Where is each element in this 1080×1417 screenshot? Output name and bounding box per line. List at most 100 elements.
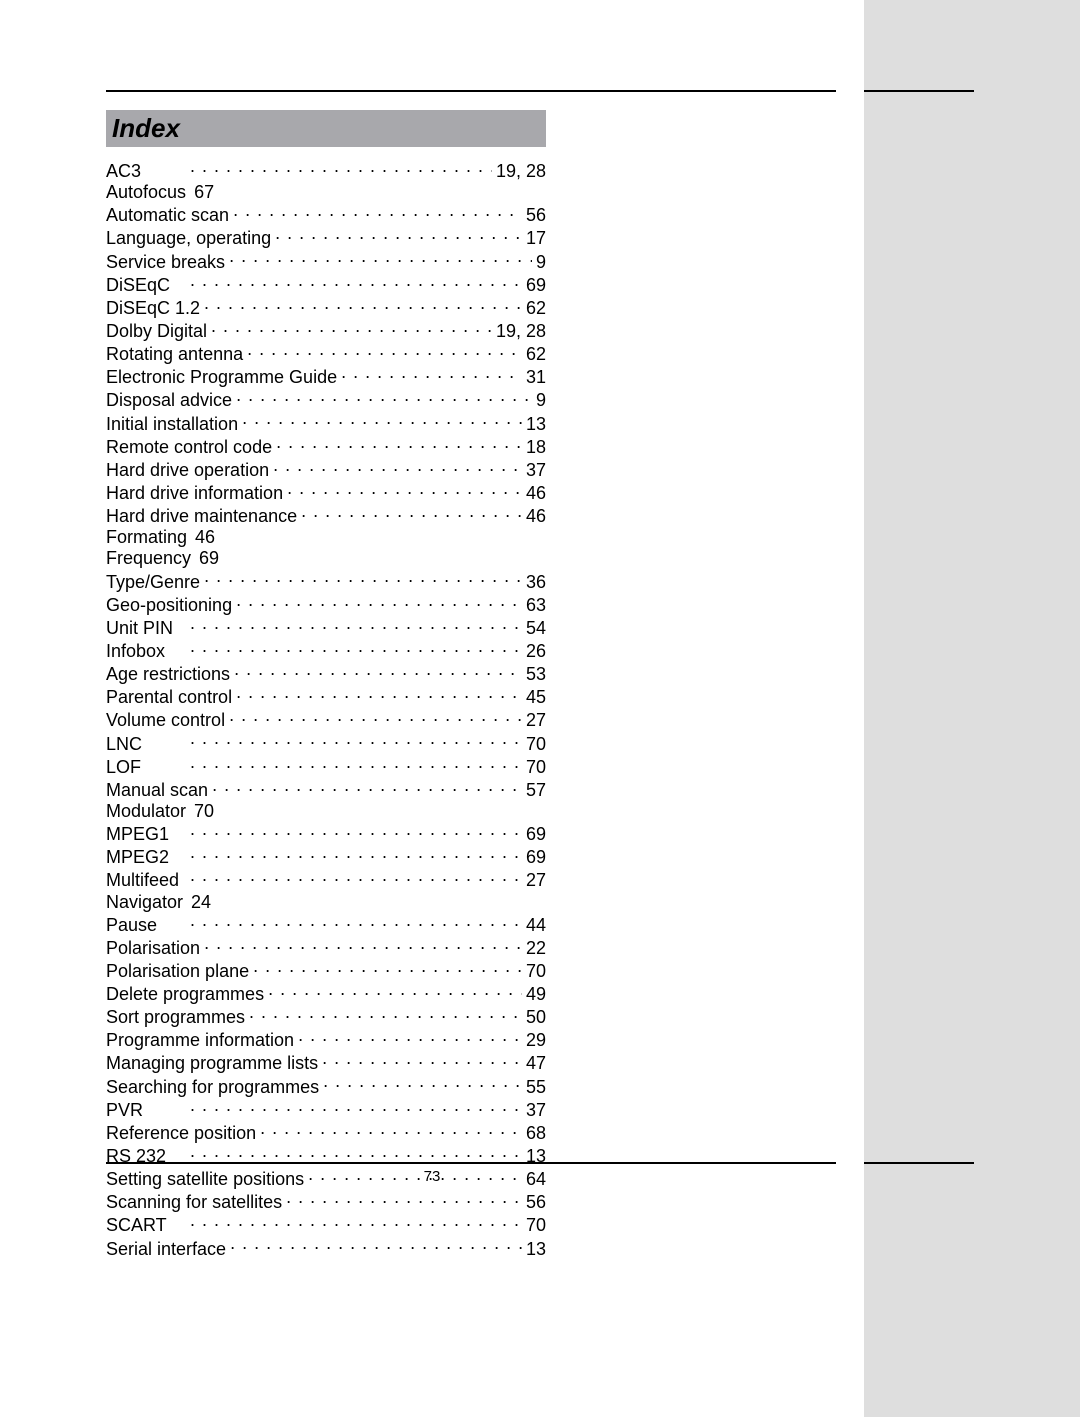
index-entry: Rotating antenna62 [106, 342, 546, 365]
index-term: Autofocus [106, 182, 186, 203]
page-number: 73 [0, 1168, 864, 1185]
index-entry: Dolby Digital19, 28 [106, 319, 546, 342]
index-entry: Programme information29 [106, 1028, 546, 1051]
index-entry: Hard drive information46 [106, 481, 546, 504]
right-sidebar [864, 0, 1080, 1417]
leader-dots [190, 1213, 522, 1231]
index-term: Polarisation [106, 938, 200, 959]
leader-dots [268, 982, 522, 1000]
index-entry: AC319, 28 [106, 159, 546, 182]
leader-dots [236, 685, 522, 703]
index-page: 19, 28 [496, 321, 546, 342]
index-term: MPEG2 [106, 847, 186, 868]
index-page: 49 [526, 984, 546, 1005]
index-entry: Infobox26 [106, 639, 546, 662]
index-entry: Frequency69 [106, 548, 546, 569]
index-page: 24 [191, 892, 211, 913]
leader-dots [211, 319, 492, 337]
index-entry: Delete programmes 49 [106, 982, 546, 1005]
index-entry: Parental control45 [106, 685, 546, 708]
index-entry: Remote control code18 [106, 435, 546, 458]
leader-dots [234, 662, 522, 680]
index-page: 62 [526, 298, 546, 319]
index-term: Serial interface [106, 1239, 226, 1260]
index-term: Automatic scan [106, 205, 229, 226]
index-term: Language, operating [106, 228, 271, 249]
index-term: Volume control [106, 710, 225, 731]
leader-dots [190, 1144, 522, 1162]
index-entry: Scanning for satellites56 [106, 1190, 546, 1213]
index-page: 53 [526, 664, 546, 685]
index-entry: SCART70 [106, 1213, 546, 1236]
index-entry: Serial interface 13 [106, 1237, 546, 1260]
leader-dots [247, 342, 522, 360]
index-entry: DiSEqC69 [106, 273, 546, 296]
index-title: Index [112, 113, 180, 143]
index-term: LOF [106, 757, 186, 778]
leader-dots [229, 250, 532, 268]
index-entry: LOF 70 [106, 755, 546, 778]
leader-dots [212, 778, 522, 796]
index-term: Modulator [106, 801, 186, 822]
index-page: 27 [526, 710, 546, 731]
index-list: AC319, 28Autofocus67Automatic scan56Lang… [106, 159, 546, 1260]
index-entry: Polarisation plane70 [106, 959, 546, 982]
index-entry: LNC70 [106, 732, 546, 755]
index-term: Service breaks [106, 252, 225, 273]
index-entry: Formating 46 [106, 527, 546, 548]
index-entry: MPEG169 [106, 822, 546, 845]
index-page: 46 [526, 506, 546, 527]
index-term: Delete programmes [106, 984, 264, 1005]
leader-dots [190, 732, 522, 750]
index-page: 45 [526, 687, 546, 708]
index-entry: Unit PIN54 [106, 616, 546, 639]
leader-dots [298, 1028, 522, 1046]
index-term: Polarisation plane [106, 961, 249, 982]
index-entry: Type/Genre36 [106, 570, 546, 593]
index-term: Manual scan [106, 780, 208, 801]
index-term: Hard drive operation [106, 460, 269, 481]
index-term: DiSEqC [106, 275, 186, 296]
leader-dots [236, 593, 522, 611]
index-entry: Disposal advice9 [106, 388, 546, 411]
index-term: Hard drive maintenance [106, 506, 297, 527]
index-term: Managing programme lists [106, 1053, 318, 1074]
index-page: 37 [526, 1100, 546, 1121]
index-term: Type/Genre [106, 572, 200, 593]
leader-dots [276, 435, 522, 453]
index-title-bar: Index [106, 110, 546, 147]
index-term: RS 232 [106, 1146, 186, 1167]
bottom-rule-right [864, 1162, 974, 1164]
index-page: 70 [526, 1215, 546, 1236]
index-entry: Modulator70 [106, 801, 546, 822]
index-page: 17 [526, 228, 546, 249]
index-entry: Hard drive operation37 [106, 458, 546, 481]
index-term: Age restrictions [106, 664, 230, 685]
leader-dots [242, 412, 522, 430]
index-entry: Polarisation 22 [106, 936, 546, 959]
leader-dots [286, 1190, 522, 1208]
index-page: 69 [526, 824, 546, 845]
leader-dots [190, 822, 522, 840]
index-term: Formating [106, 527, 187, 548]
index-page: 70 [526, 757, 546, 778]
index-page: 22 [526, 938, 546, 959]
index-entry: Searching for programmes55 [106, 1075, 546, 1098]
leader-dots [275, 226, 522, 244]
index-entry: Sort programmes50 [106, 1005, 546, 1028]
index-entry: Multifeed27 [106, 868, 546, 891]
index-entry: MPEG269 [106, 845, 546, 868]
index-page: 13 [526, 414, 546, 435]
leader-dots [323, 1075, 522, 1093]
index-term: Programme information [106, 1030, 294, 1051]
leader-dots [253, 959, 522, 977]
index-page: 46 [195, 527, 215, 548]
leader-dots [273, 458, 522, 476]
index-page: 13 [526, 1239, 546, 1260]
index-page: 19, 28 [496, 161, 546, 182]
index-page: 13 [526, 1146, 546, 1167]
index-page: 68 [526, 1123, 546, 1144]
leader-dots [190, 755, 522, 773]
index-entry: Service breaks9 [106, 250, 546, 273]
top-rule-right [864, 90, 974, 92]
